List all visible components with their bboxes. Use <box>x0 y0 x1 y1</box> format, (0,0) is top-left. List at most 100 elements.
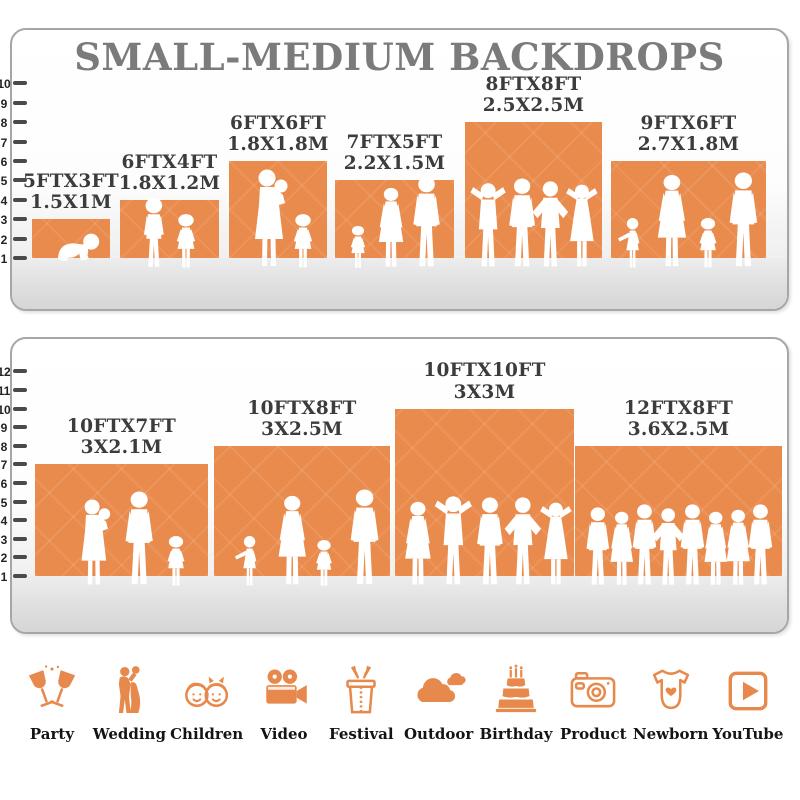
ruler-tick <box>13 100 27 105</box>
girl-silhouette <box>172 213 200 269</box>
size-m: 2.2X1.5M <box>343 153 446 175</box>
size-ft: 6FTX4FT <box>121 151 218 173</box>
woman-silhouette <box>373 187 409 269</box>
size-ft: 10FTX8FT <box>247 397 357 419</box>
small-backdrops-panel: SMALL-MEDIUM BACKDROPS 1 2 3 4 5 6 7 8 9 10 5FTX3F… <box>0 28 789 311</box>
ruler-tick <box>13 178 27 183</box>
ruler-tick <box>13 388 27 392</box>
birthday-icon <box>489 664 543 718</box>
category-label: Wedding <box>92 725 166 743</box>
category-newborn: Newborn <box>633 664 709 743</box>
ruler-tick <box>13 462 27 467</box>
backdrop-size-label: 10FTX7FT 3X2.1M <box>67 416 176 458</box>
ruler-number: 9 <box>0 96 8 111</box>
ruler-number: 8 <box>0 116 8 131</box>
woman-pose-silhouette <box>561 182 603 269</box>
medium-backdrops-panel: 1 2 3 4 5 6 7 8 9 10 11 12 10FTX7FT 3X2.1M 10FTX8FT 3X2… <box>0 337 789 634</box>
backdrop-8ftx8ft: 8FTX8FT 2.5X2.5M <box>465 74 602 258</box>
girl-silhouette <box>347 225 369 269</box>
backdrop-size-label: 10FTX10FT 3X3M <box>423 360 545 402</box>
baby-silhouette <box>52 232 103 264</box>
size-m: 2.7X1.8M <box>637 133 740 155</box>
backdrop-size-label: 6FTX6FT 1.8X1.8M <box>227 113 329 155</box>
category-product: Product <box>555 664 631 743</box>
ruler-number: 9 <box>0 421 8 436</box>
backdrop-size-label: 10FTX8FT 3X2.5M <box>247 398 356 440</box>
size-ft: 10FTX10FT <box>423 360 546 382</box>
size-ft: 5FTX3FT <box>22 171 120 193</box>
ruler-number: 2 <box>0 551 8 566</box>
category-label: Product <box>559 725 627 743</box>
children-icon <box>180 664 234 718</box>
backdrop-5ftx3ft: 5FTX3FT 1.5X1M <box>23 171 119 258</box>
size-m: 1.8X1.2M <box>118 172 221 194</box>
man-silhouette <box>407 176 446 269</box>
ruler-tick <box>13 536 27 541</box>
ruler-number: 5 <box>0 174 8 189</box>
size-m: 3X2.1M <box>80 437 163 459</box>
backdrop-6ftx6ft: 6FTX6FT 1.8X1.8M <box>227 113 329 258</box>
girl-wave-silhouette <box>234 535 261 587</box>
ruler-tick <box>13 425 27 430</box>
ruler-tick <box>13 256 27 260</box>
festival-icon <box>334 664 388 718</box>
ruler-tick <box>13 139 27 144</box>
panel-floor <box>12 258 787 309</box>
ruler-number: 10 <box>0 77 11 92</box>
newborn-icon <box>644 664 698 718</box>
size-m: 2.5X2.5M <box>482 95 585 117</box>
girl-silhouette <box>312 539 336 587</box>
ruler-number: 3 <box>0 532 8 547</box>
ruler-tick <box>13 217 27 222</box>
category-wedding: Wedding <box>91 664 167 743</box>
woman-pose-silhouette <box>535 500 577 587</box>
size-ft: 10FTX7FT <box>66 416 177 438</box>
ruler-tick <box>13 406 27 411</box>
ruler-number: 10 <box>0 402 11 417</box>
ruler-tick <box>13 499 27 504</box>
category-children: Children <box>169 664 245 743</box>
backdrop-10ftx8ft: 10FTX8FT 3X2.5M <box>214 398 390 576</box>
backdrop-9ftx6ft: 9FTX6FT 2.7X1.8M <box>611 113 766 258</box>
size-m: 3.6X2.5M <box>627 418 730 440</box>
size-m: 3X2.5M <box>261 418 343 440</box>
man-pose-silhouette <box>431 494 476 587</box>
man-silhouette <box>344 489 385 587</box>
man-silhouette <box>119 491 159 587</box>
ruler-tick <box>13 236 27 241</box>
ruler-number: 1 <box>0 570 8 584</box>
category-label: Outdoor <box>403 725 474 743</box>
category-label: Children <box>170 725 244 743</box>
ruler-number: 5 <box>0 495 8 510</box>
backdrop-10ftx10ft: 10FTX10FT 3X3M <box>395 360 574 576</box>
ruler-number: 3 <box>0 213 8 228</box>
ruler-tick <box>13 518 27 523</box>
ruler-number: 2 <box>0 232 8 247</box>
backdrop-size-label: 8FTX8FT 2.5X2.5M <box>483 74 585 116</box>
video-icon <box>257 664 311 718</box>
product-icon <box>566 664 620 718</box>
size-ft: 7FTX5FT <box>346 132 443 154</box>
category-party: Party <box>14 664 90 743</box>
size-ft: 8FTX8FT <box>485 74 582 96</box>
ruler-number: 12 <box>0 365 11 380</box>
ruler-tick <box>13 369 27 374</box>
girl-wave-silhouette <box>617 217 644 269</box>
girl-silhouette <box>289 213 317 269</box>
ruler-tick <box>13 574 27 578</box>
man-silhouette <box>743 504 778 587</box>
ruler-number: 6 <box>0 155 8 169</box>
woman-silhouette <box>651 174 693 269</box>
girl-silhouette <box>163 535 189 587</box>
woman-silhouette <box>272 495 312 587</box>
category-label: YouTube <box>712 725 784 743</box>
ruler-number: 8 <box>0 439 8 454</box>
category-label: Birthday <box>479 725 553 743</box>
ruler-number: 4 <box>0 514 8 529</box>
ruler-tick <box>13 555 27 560</box>
backdrop-7ftx5ft: 7FTX5FT 2.2X1.5M <box>335 132 454 258</box>
ruler-number: 4 <box>0 193 8 208</box>
ruler-number: 7 <box>0 458 8 473</box>
ruler-number: 11 <box>0 384 11 398</box>
size-m: 1.8X1.8M <box>227 133 329 155</box>
